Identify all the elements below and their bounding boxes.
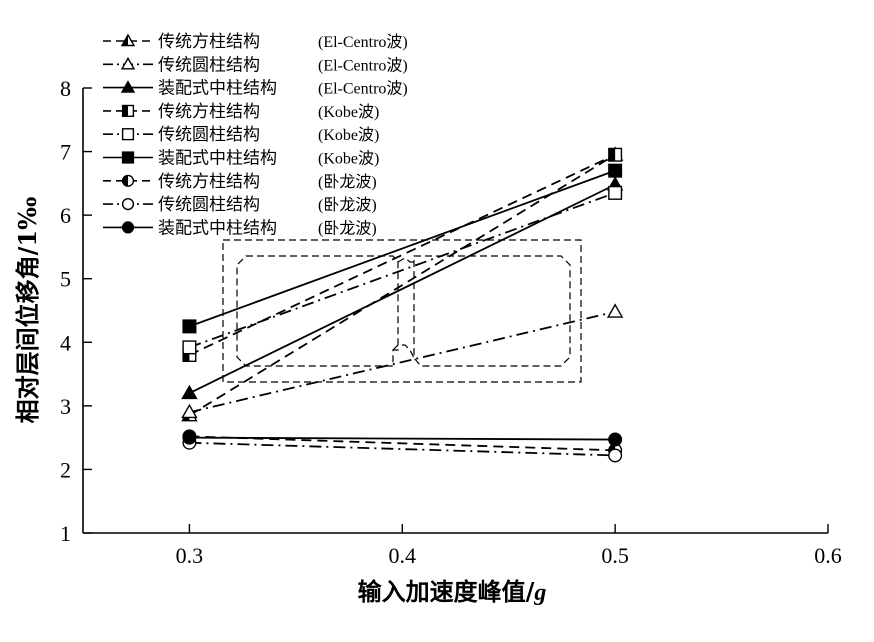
legend-item: 传统圆柱结构 (Kobe波) [103,125,379,145]
legend-label: 装配式中柱结构 [158,79,277,99]
legend-item: 传统圆柱结构 (El-Centro波) [103,55,408,75]
data-point-s3-1 [608,147,623,162]
legend-label: 装配式中柱结构 [158,149,277,169]
legend-marker [121,104,135,118]
legend-wave-label: (卧龙波) [318,196,377,214]
legend-marker [120,33,136,47]
series-line-1 [189,310,616,414]
legend-wave-label: (El-Centro波) [318,33,408,51]
legend-marker [121,198,135,211]
data-point-s4-1 [608,185,623,200]
data-point-s8-1 [608,432,623,447]
legend-item: 装配式中柱结构 (Kobe波) [103,149,379,169]
legend-marker [121,221,135,234]
legend-marker [121,128,135,141]
x-tick-label: 0.5 [601,543,629,568]
tick-labels: 0.3 0.4 0.5 0.6 1 2 3 4 5 6 7 8 [60,76,842,568]
legend-marker [121,174,135,187]
legend-label: 传统方柱结构 [158,32,260,52]
y-axis-title: 相对层间位移角/1‰ [13,197,42,424]
data-point-s1-1 [606,303,624,318]
series-line-4 [189,192,616,349]
y-tick-label: 7 [60,140,71,165]
legend-wave-label: (卧龙波) [318,219,377,237]
tick-marks [83,87,829,534]
x-tick-label: 0.6 [814,543,842,568]
data-point-s7-1 [608,448,623,463]
series-layer [188,153,616,457]
y-tick-label: 1 [60,521,71,546]
legend-wave-label: (El-Centro波) [318,80,408,98]
series-line-3 [189,153,616,356]
legend-label: 传统圆柱结构 [158,125,260,145]
legend-item: 传统方柱结构 (El-Centro波) [103,32,408,52]
series-line-7 [189,441,616,457]
y-tick-label: 4 [60,330,71,355]
x-tick-label: 0.4 [389,543,417,568]
data-point-s2-0 [181,384,198,400]
legend-wave-label: (Kobe波) [318,150,379,168]
legend-wave-label: (Kobe波) [318,103,379,121]
series-line-8 [189,436,616,441]
data-point-s1-0 [181,403,198,419]
data-point-s8-0 [182,430,197,445]
legend-label: 传统方柱结构 [158,102,260,122]
legend: 传统方柱结构 (El-Centro波)传统圆柱结构 (El-Centro波)装配式中… [103,32,408,238]
legend-item: 传统圆柱结构 (卧龙波) [103,195,377,215]
legend-label: 装配式中柱结构 [158,218,277,238]
legend-item: 装配式中柱结构 (El-Centro波) [103,79,408,99]
y-tick-label: 6 [60,203,71,228]
y-tick-label: 8 [60,76,71,101]
data-point-s5-1 [608,163,623,178]
inset-section-drawing [222,239,582,383]
legend-label: 传统圆柱结构 [158,55,260,75]
legend-label: 传统方柱结构 [158,172,260,192]
data-point-s4-0 [182,340,197,355]
legend-wave-label: (El-Centro波) [318,56,408,74]
legend-item: 传统方柱结构 (卧龙波) [103,172,377,192]
y-tick-label: 5 [60,267,71,292]
series-line-0 [188,153,616,417]
legend-wave-label: (Kobe波) [318,126,379,144]
marker-layer [181,146,624,463]
legend-marker [120,56,136,70]
legend-wave-label: (卧龙波) [318,173,377,191]
x-axis-title: 输入加速度峰值/g [358,577,547,606]
legend-marker [120,80,136,93]
y-tick-label: 2 [60,457,71,482]
x-tick-label: 0.3 [176,543,204,568]
legend-item: 传统方柱结构 (Kobe波) [103,102,379,122]
legend-label: 传统圆柱结构 [158,195,260,215]
legend-item: 装配式中柱结构 (卧龙波) [103,218,377,238]
data-point-s5-0 [182,319,197,334]
series-line-5 [189,169,616,328]
legend-marker [121,151,135,164]
y-tick-label: 3 [60,394,71,419]
